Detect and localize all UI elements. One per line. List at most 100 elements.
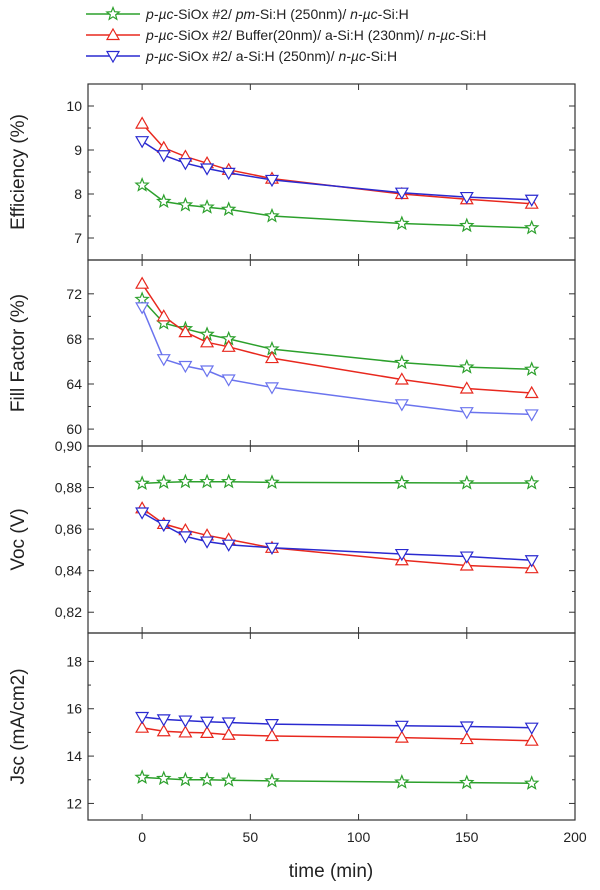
panel-1: 7 8 9 10 Efficiency (%)	[8, 83, 576, 261]
y-tick-label: 9	[74, 142, 82, 158]
y-tick-label: 0,88	[55, 480, 82, 496]
data-point	[459, 381, 474, 394]
data-point	[459, 551, 474, 564]
data-point	[459, 217, 475, 233]
data-point	[177, 771, 194, 787]
data-point	[523, 474, 540, 490]
series-line-4-2	[141, 726, 532, 742]
x-tick-label: 150	[455, 829, 479, 845]
y-tick-label: 12	[66, 795, 82, 811]
data-point	[394, 730, 409, 743]
chart-panels: 7 8 9 10 Efficiency (%) 60 64 68 72 Fill Factor (…	[8, 83, 576, 821]
panel-4: 12 14 16 18 Jsc (mA/cm2)	[8, 632, 576, 821]
series-line-1-1	[141, 184, 532, 229]
data-point	[394, 215, 410, 231]
y-tick-label: 8	[74, 186, 82, 202]
data-point	[178, 531, 193, 544]
data-point	[200, 163, 215, 176]
data-point	[459, 407, 474, 420]
y-tick-label: 68	[66, 331, 82, 347]
legend-marker-3	[105, 50, 121, 64]
y-tick-label: 0,86	[55, 521, 82, 537]
data-point	[135, 720, 150, 733]
series-line-2-1	[141, 298, 532, 371]
data-point	[394, 773, 410, 789]
x-tick-label: 0	[138, 829, 146, 845]
data-point	[156, 519, 171, 533]
y-tick-label: 7	[74, 230, 82, 246]
panel-3: 0,82 0,84 0,86 0,88 0,90 Voc (V)	[8, 438, 576, 634]
series-line-2-2	[141, 283, 532, 394]
legend-marker-2	[105, 27, 121, 41]
data-point	[178, 715, 193, 728]
y-tick-label: 60	[66, 421, 82, 437]
data-point	[264, 207, 280, 223]
data-point	[394, 187, 409, 200]
y-tick-label: 14	[66, 748, 82, 764]
data-point	[459, 474, 475, 490]
data-point	[264, 474, 280, 489]
data-point	[459, 721, 474, 734]
data-point	[200, 725, 215, 738]
data-point	[524, 409, 539, 422]
data-point	[459, 774, 475, 790]
data-point	[177, 473, 194, 489]
data-point	[156, 724, 171, 737]
y-tick-label: 0,84	[55, 563, 82, 579]
y-axis-label-2: Fill Factor (%)	[8, 294, 29, 412]
series-line-1-3	[141, 140, 532, 201]
data-point	[221, 374, 236, 387]
data-point	[156, 714, 171, 727]
data-point	[220, 473, 237, 489]
data-point	[394, 399, 409, 412]
data-point	[523, 219, 540, 235]
data-point	[394, 474, 410, 490]
data-point	[178, 360, 193, 374]
data-point	[394, 354, 410, 370]
data-point	[264, 728, 280, 742]
data-point	[264, 174, 280, 188]
data-point	[200, 536, 215, 549]
data-point	[220, 201, 237, 217]
data-point	[221, 339, 236, 352]
x-tick-label: 100	[347, 829, 371, 845]
data-point	[134, 177, 150, 192]
data-point	[199, 473, 215, 489]
data-point	[199, 771, 215, 787]
y-tick-label: 0,82	[55, 604, 82, 620]
data-point	[200, 716, 215, 729]
x-tick-label: 50	[243, 829, 259, 845]
data-point	[523, 775, 540, 790]
series-line-3-3	[141, 511, 532, 562]
data-point	[459, 558, 474, 571]
data-point	[264, 350, 280, 364]
data-point	[220, 772, 237, 787]
data-point	[221, 727, 236, 740]
data-point	[178, 324, 193, 338]
chart-legend: p-µc-SiOx #2/ pm-Si:H (250nm)/ n-µc-Si:H…	[86, 5, 486, 64]
data-point	[394, 372, 409, 385]
y-tick-label: 10	[66, 98, 82, 114]
data-point	[135, 116, 150, 129]
legend-label-1: p-µc-SiOx #2/ pm-Si:H (250nm)/ n-µc-Si:H	[145, 6, 409, 22]
data-point	[264, 542, 280, 556]
data-point	[524, 194, 539, 207]
panel-frame-1	[87, 83, 576, 261]
data-point	[459, 358, 475, 374]
data-point	[156, 354, 171, 367]
data-point	[264, 382, 280, 395]
panel-frame-3	[87, 445, 576, 634]
panel-2: 60 64 68 72 Fill Factor (%)	[8, 259, 576, 447]
data-point	[178, 158, 193, 171]
data-point	[221, 539, 236, 552]
y-tick-label: 0,90	[55, 438, 82, 454]
series-line-3-2	[141, 507, 532, 569]
data-point	[459, 731, 474, 745]
data-point	[135, 507, 150, 520]
data-point	[135, 302, 150, 315]
x-axis-label: time (min)	[289, 861, 373, 882]
data-point	[155, 770, 172, 786]
data-point	[199, 199, 215, 214]
data-point	[394, 720, 409, 733]
